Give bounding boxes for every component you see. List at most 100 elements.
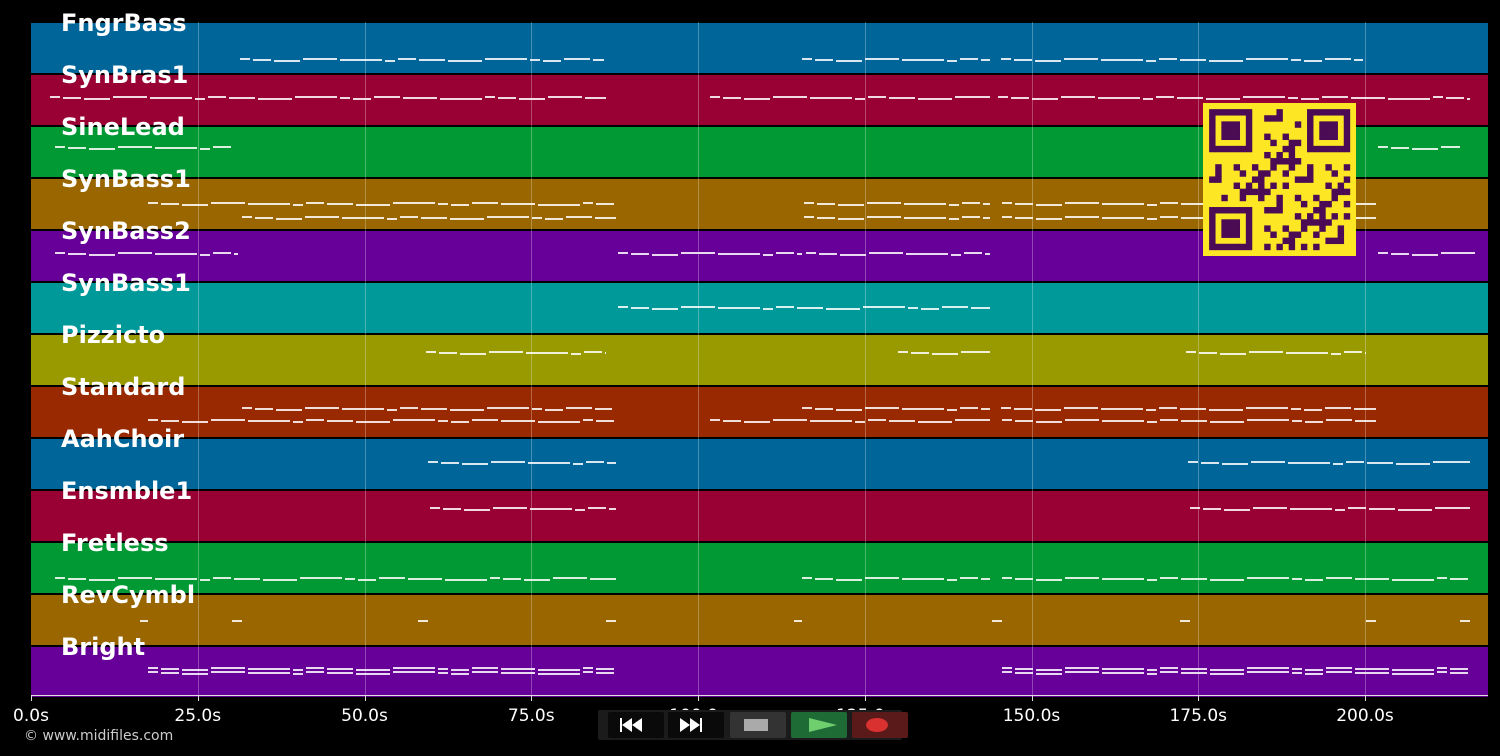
note [918, 421, 952, 423]
note [1014, 59, 1032, 61]
note [1412, 254, 1438, 256]
note [438, 668, 448, 670]
note [815, 408, 833, 410]
note [583, 671, 593, 673]
note [1102, 672, 1144, 674]
note [1102, 668, 1144, 670]
note [1243, 96, 1285, 98]
note [1102, 217, 1144, 219]
note [1181, 203, 1207, 205]
note [596, 672, 614, 674]
note [1015, 578, 1033, 580]
note [906, 253, 948, 255]
note [1253, 507, 1287, 509]
note [545, 218, 563, 220]
note [274, 60, 300, 62]
note [538, 669, 580, 671]
note [1291, 408, 1301, 410]
note [955, 96, 990, 98]
note [1305, 579, 1323, 581]
note [1222, 463, 1248, 465]
note [1305, 673, 1323, 675]
note [606, 620, 616, 622]
note [63, 97, 81, 99]
note [426, 351, 436, 353]
note [652, 308, 678, 310]
note [1304, 409, 1322, 411]
note [815, 59, 833, 61]
note [451, 421, 469, 423]
note [1290, 508, 1332, 510]
note [387, 409, 397, 411]
gridline [364, 22, 366, 696]
track-lane [31, 335, 1488, 385]
axis-tick [197, 695, 199, 701]
note [443, 508, 461, 510]
note [118, 577, 152, 579]
note [1412, 148, 1438, 150]
note [1147, 204, 1157, 206]
note [1002, 671, 1012, 673]
note [960, 407, 978, 409]
rewind-button[interactable] [608, 712, 664, 738]
note [1015, 668, 1033, 670]
note [1392, 673, 1434, 675]
track-lane [31, 543, 1488, 593]
axis-tick [364, 695, 366, 701]
note [1326, 577, 1352, 579]
note [1002, 667, 1012, 669]
note [1446, 97, 1464, 99]
note [242, 216, 252, 218]
note [501, 672, 535, 674]
note [232, 620, 242, 622]
note [532, 217, 542, 219]
note [1322, 96, 1348, 98]
note [773, 96, 807, 98]
note [960, 577, 978, 579]
note [1467, 98, 1470, 100]
note [596, 420, 614, 422]
note [618, 306, 628, 308]
note [213, 146, 231, 148]
note [1002, 419, 1012, 421]
note [255, 217, 273, 219]
note [865, 407, 899, 409]
note [211, 667, 245, 669]
note [840, 254, 866, 256]
record-button[interactable] [852, 712, 908, 738]
note [1203, 508, 1221, 510]
note [155, 578, 197, 580]
note [438, 672, 448, 674]
note [868, 419, 886, 421]
note [545, 409, 563, 411]
note [596, 668, 614, 670]
note [530, 59, 540, 61]
note [1286, 352, 1328, 354]
note [981, 408, 990, 410]
gridline [197, 22, 199, 696]
note [1291, 59, 1301, 61]
stop-button[interactable] [730, 712, 786, 738]
note [300, 577, 342, 579]
note [501, 420, 535, 422]
note [1220, 353, 1246, 355]
note [1001, 58, 1011, 60]
play-button[interactable] [791, 712, 847, 738]
note [403, 97, 437, 99]
note [451, 204, 469, 206]
gridline [1198, 22, 1200, 696]
note [964, 252, 982, 254]
note [213, 577, 231, 579]
note [710, 419, 720, 421]
fast-forward-button[interactable] [668, 712, 724, 738]
note [593, 59, 604, 61]
note [68, 147, 86, 149]
note [358, 579, 376, 581]
note [440, 98, 482, 100]
note [438, 203, 448, 205]
qr-code-icon[interactable] [1203, 103, 1356, 256]
note [571, 353, 581, 355]
note [195, 98, 205, 100]
note [1190, 507, 1200, 509]
note [573, 463, 583, 465]
